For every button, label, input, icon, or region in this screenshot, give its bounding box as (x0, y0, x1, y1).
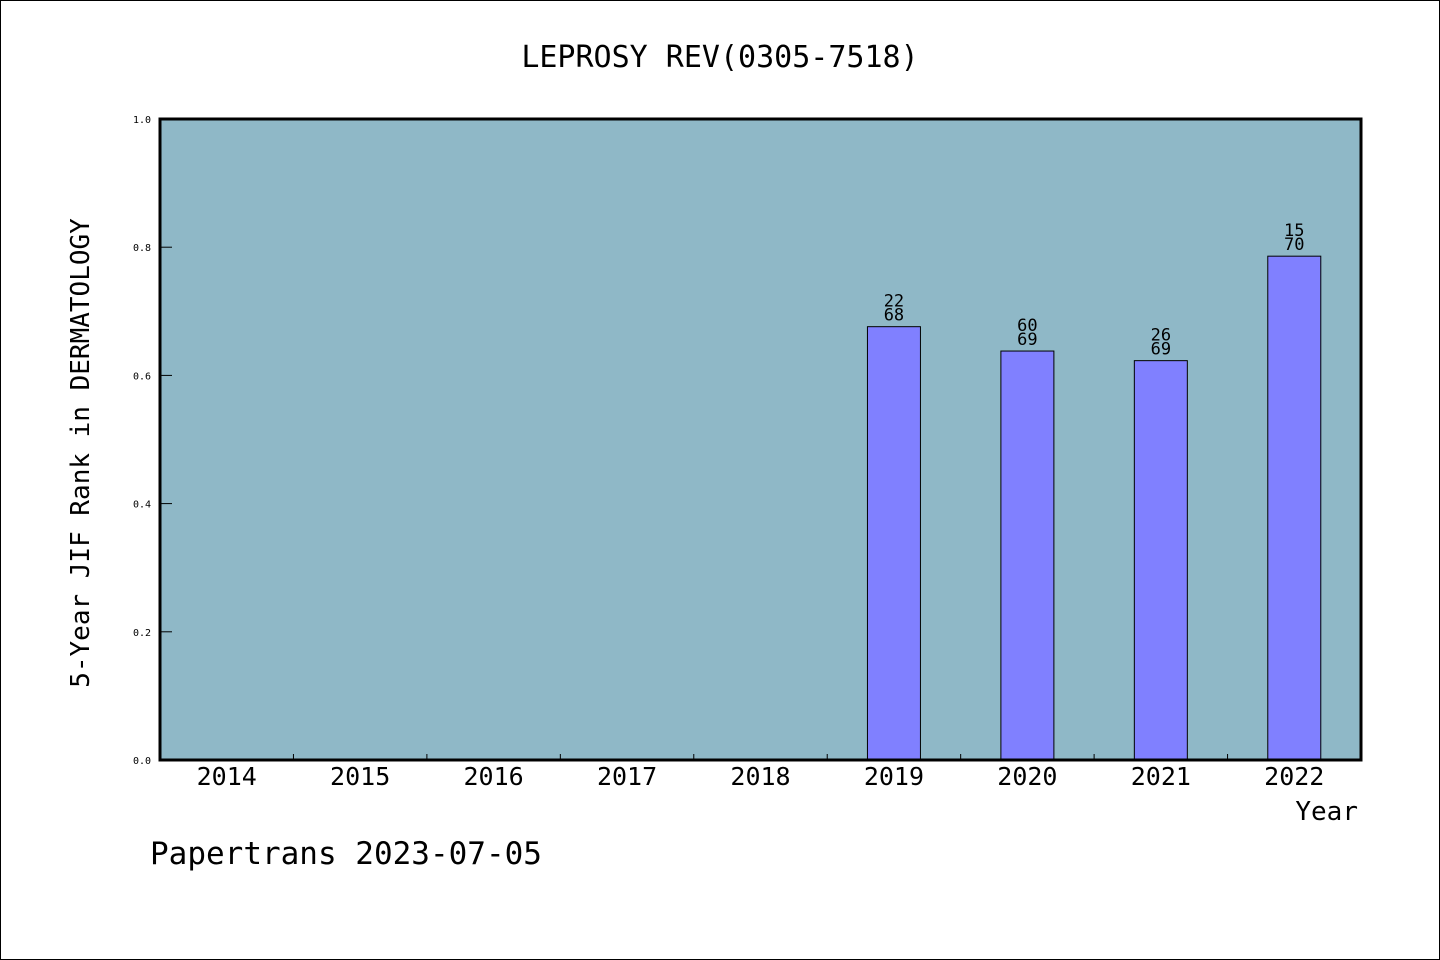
x-tick-label: 2021 (1131, 762, 1191, 791)
y-axis: 0.0 0.2 0.4 0.6 0.8 1.0 (133, 115, 172, 767)
bar-rank-label: 22 (884, 292, 904, 312)
plot-border (158, 117, 1363, 762)
bar-2019 (866, 326, 921, 761)
x-tick-label: 2022 (1264, 762, 1324, 791)
y-tick-label: 1.0 (133, 115, 151, 126)
bar-total-label: 69 (1151, 340, 1171, 360)
x-tick-label: 2018 (730, 762, 790, 791)
bar-total-label: 70 (1284, 235, 1304, 255)
bar-2021 (1133, 360, 1188, 761)
bar-rank-label: 60 (1017, 316, 1037, 336)
y-tick-label: 0.8 (133, 243, 151, 254)
bar-total-label: 68 (884, 306, 904, 326)
y-axis-label: 5-Year JIF Rank in DERMATOLOGY (66, 218, 96, 688)
x-tick-label: 2019 (864, 762, 924, 791)
y-tick-label: 0.2 (133, 628, 151, 639)
bar-rank-label: 15 (1284, 221, 1304, 241)
x-tick-label: 2017 (597, 762, 657, 791)
chart-title: LEPROSY REV(0305-7518) (521, 40, 918, 75)
footer-credit: Papertrans 2023-07-05 (150, 836, 542, 872)
y-tick-label: 0.4 (133, 500, 151, 511)
bar-total-label: 69 (1017, 330, 1037, 350)
y-tick-label: 0.0 (133, 756, 151, 767)
x-tick-label: 2015 (330, 762, 390, 791)
x-tick-label: 2016 (464, 762, 524, 791)
bar-2020 (1000, 350, 1055, 761)
x-tick-label: 2020 (997, 762, 1057, 791)
x-axis-label: Year (1295, 797, 1358, 827)
y-tick-label: 0.6 (133, 371, 151, 382)
x-tick-label: 2014 (197, 762, 257, 791)
bar-2022 (1267, 255, 1322, 761)
x-axis: 2014 2015 2016 2017 2018 2019 2020 2021 2022 (197, 754, 1324, 791)
bar-rank-label: 26 (1151, 326, 1171, 346)
